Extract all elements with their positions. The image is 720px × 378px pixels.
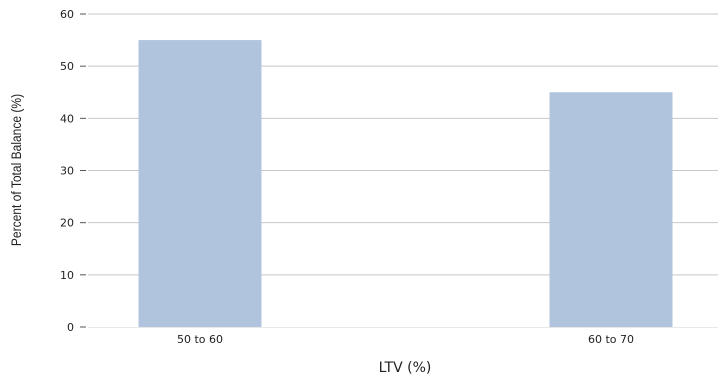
x-tick-label: 50 to 60 [177,333,223,346]
y-tick-label: 60 [60,8,74,21]
bars [138,40,673,327]
y-tick-label: 30 [60,165,74,178]
y-axis-ticks: 0 10 20 30 40 50 60 [60,8,86,334]
y-tick-label: 10 [60,269,74,282]
y-tick-label: 50 [60,60,74,73]
bar-60-to-70 [549,92,673,327]
x-axis-title: LTV (%) [379,360,432,376]
y-tick-label: 20 [60,217,74,230]
x-tick-label: 60 to 70 [588,333,634,346]
bar-50-to-60 [138,40,262,327]
y-axis-title: Percent of Total Balance (%) [8,94,24,246]
x-axis-ticks: 50 to 60 60 to 70 [177,333,634,346]
y-tick-label: 40 [60,112,74,125]
y-tick-label: 0 [67,321,74,334]
